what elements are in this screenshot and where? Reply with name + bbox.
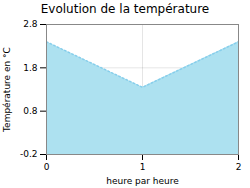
svg-text:0: 0 <box>44 162 50 172</box>
svg-text:heure par heure: heure par heure <box>106 176 179 186</box>
svg-text:0.8: 0.8 <box>23 106 38 116</box>
svg-text:1: 1 <box>140 162 146 172</box>
html-text:Evolution de la température: Evolution de la température <box>40 2 210 16</box>
svg-text:2: 2 <box>236 162 242 172</box>
svg-text:1.8: 1.8 <box>23 63 38 73</box>
svg-text:-0.2: -0.2 <box>20 149 38 159</box>
svg-text:Température en °C: Température en °C <box>2 47 12 133</box>
svg-text:2.8: 2.8 <box>23 19 38 29</box>
